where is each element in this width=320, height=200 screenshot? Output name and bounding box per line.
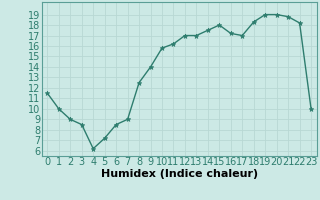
X-axis label: Humidex (Indice chaleur): Humidex (Indice chaleur) bbox=[100, 169, 258, 179]
